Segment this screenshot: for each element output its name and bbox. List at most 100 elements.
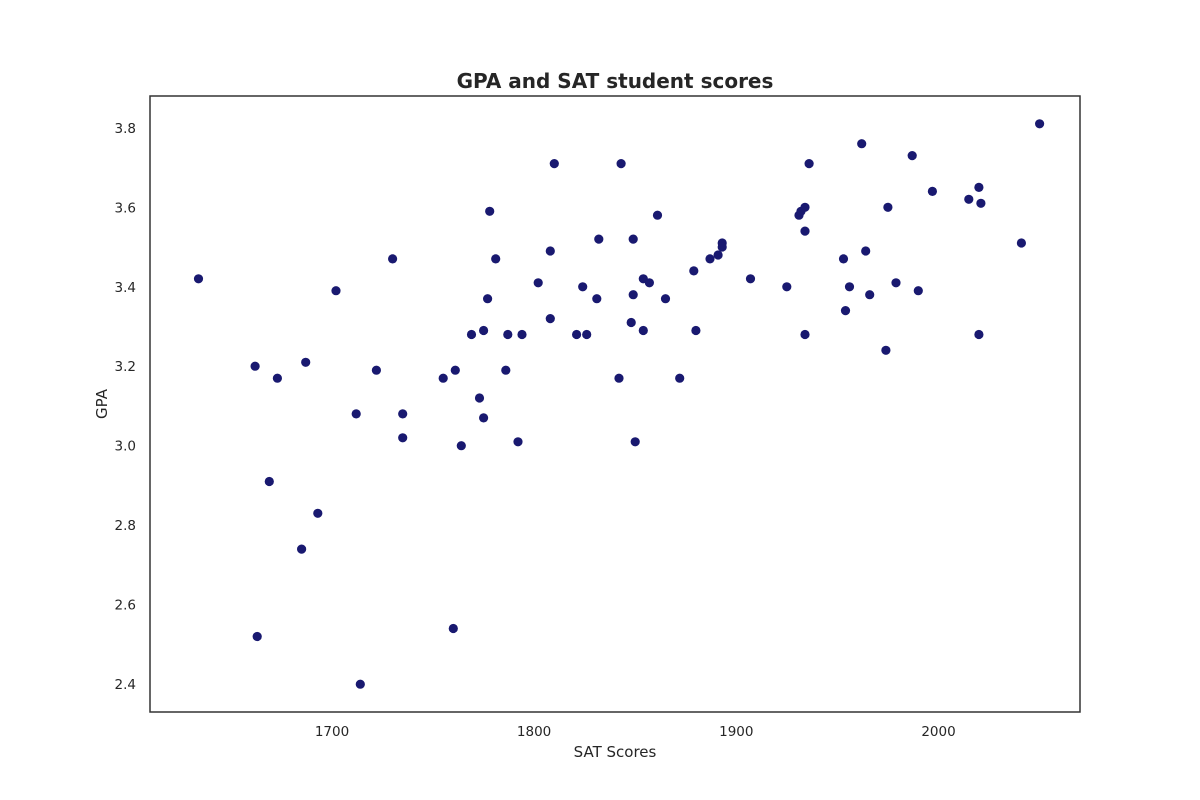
data-points — [193, 119, 1045, 689]
data-point — [927, 186, 938, 196]
data-point — [913, 286, 923, 296]
x-axis-label: SAT Scores — [574, 743, 657, 761]
data-point — [691, 325, 701, 336]
data-point — [976, 198, 986, 208]
x-tick-label: 2000 — [921, 724, 955, 740]
data-point — [545, 246, 555, 256]
data-point — [485, 206, 495, 216]
y-axis-label: GPA — [93, 388, 111, 419]
y-tick-label: 3.8 — [115, 121, 136, 137]
data-point — [513, 437, 523, 447]
data-point — [501, 365, 511, 375]
data-point — [628, 290, 638, 300]
data-point — [1035, 119, 1045, 129]
data-point — [450, 365, 460, 375]
data-point — [644, 278, 655, 288]
data-point — [456, 441, 466, 451]
data-point — [479, 325, 489, 336]
data-point — [351, 409, 361, 419]
x-tick-label: 1800 — [517, 724, 551, 740]
data-point — [572, 329, 582, 340]
data-point — [466, 329, 477, 340]
data-point — [840, 306, 851, 316]
data-point — [881, 345, 891, 355]
data-point — [533, 278, 543, 288]
data-point — [578, 282, 588, 292]
x-tick-label: 1900 — [719, 724, 753, 740]
data-point — [804, 159, 814, 169]
y-tick-label: 3.2 — [115, 359, 136, 375]
data-point — [844, 282, 855, 292]
data-point — [626, 317, 636, 328]
data-point — [717, 242, 727, 252]
data-point — [689, 266, 699, 276]
data-point — [857, 139, 867, 149]
data-point — [964, 194, 974, 204]
data-point — [264, 476, 274, 487]
data-point — [1016, 238, 1026, 248]
data-point — [297, 544, 307, 554]
data-point — [474, 393, 485, 403]
y-tick-label: 2.6 — [115, 598, 136, 614]
data-point — [355, 679, 365, 689]
data-point — [549, 159, 559, 169]
data-point — [974, 329, 984, 340]
data-point — [582, 329, 592, 340]
data-point — [398, 409, 408, 419]
data-point — [652, 210, 663, 220]
data-point — [907, 151, 917, 161]
plot-area-frame — [149, 95, 1081, 713]
data-point — [638, 325, 648, 336]
data-point — [193, 274, 204, 284]
data-point — [782, 282, 792, 292]
data-point — [517, 329, 527, 340]
chart-title: GPA and SAT student scores — [457, 69, 774, 93]
data-point — [272, 373, 282, 383]
data-point — [398, 433, 408, 443]
data-point — [800, 329, 810, 340]
data-point — [974, 182, 984, 192]
y-tick-label: 3.6 — [115, 200, 136, 216]
data-point — [438, 373, 448, 383]
x-tick-label: 1700 — [315, 724, 349, 740]
data-point — [388, 254, 398, 264]
data-point — [705, 254, 715, 264]
data-point — [628, 234, 638, 244]
data-point — [503, 329, 513, 340]
data-point — [448, 623, 458, 634]
y-axis-ticks: 2.4 2.6 2.8 3.0 3.2 3.4 3.6 3.8 — [115, 121, 136, 693]
data-point — [745, 274, 756, 284]
data-point — [630, 437, 640, 447]
data-point — [301, 357, 311, 367]
x-axis-ticks: 1700 1800 1900 2000 — [315, 724, 956, 740]
data-point — [313, 508, 323, 518]
data-point — [865, 290, 875, 300]
data-point — [331, 286, 341, 296]
data-point — [616, 159, 626, 169]
data-point — [861, 246, 871, 256]
data-point — [252, 631, 262, 642]
data-point — [800, 202, 810, 212]
data-point — [883, 202, 893, 212]
data-point — [800, 226, 810, 236]
data-point — [675, 373, 685, 383]
data-point — [660, 294, 671, 304]
data-point — [713, 250, 723, 260]
data-point — [371, 365, 381, 375]
data-point — [838, 254, 849, 264]
data-point — [891, 278, 901, 288]
data-point — [545, 314, 555, 324]
y-tick-label: 3.0 — [115, 439, 136, 455]
y-tick-label: 2.4 — [115, 677, 136, 693]
data-point — [592, 294, 602, 304]
y-tick-label: 3.4 — [115, 280, 136, 296]
data-point — [250, 361, 260, 371]
data-point — [614, 373, 624, 383]
data-point — [594, 234, 604, 244]
data-point — [479, 413, 489, 423]
y-tick-label: 2.8 — [115, 518, 136, 534]
data-point — [483, 294, 493, 304]
data-point — [491, 254, 501, 264]
